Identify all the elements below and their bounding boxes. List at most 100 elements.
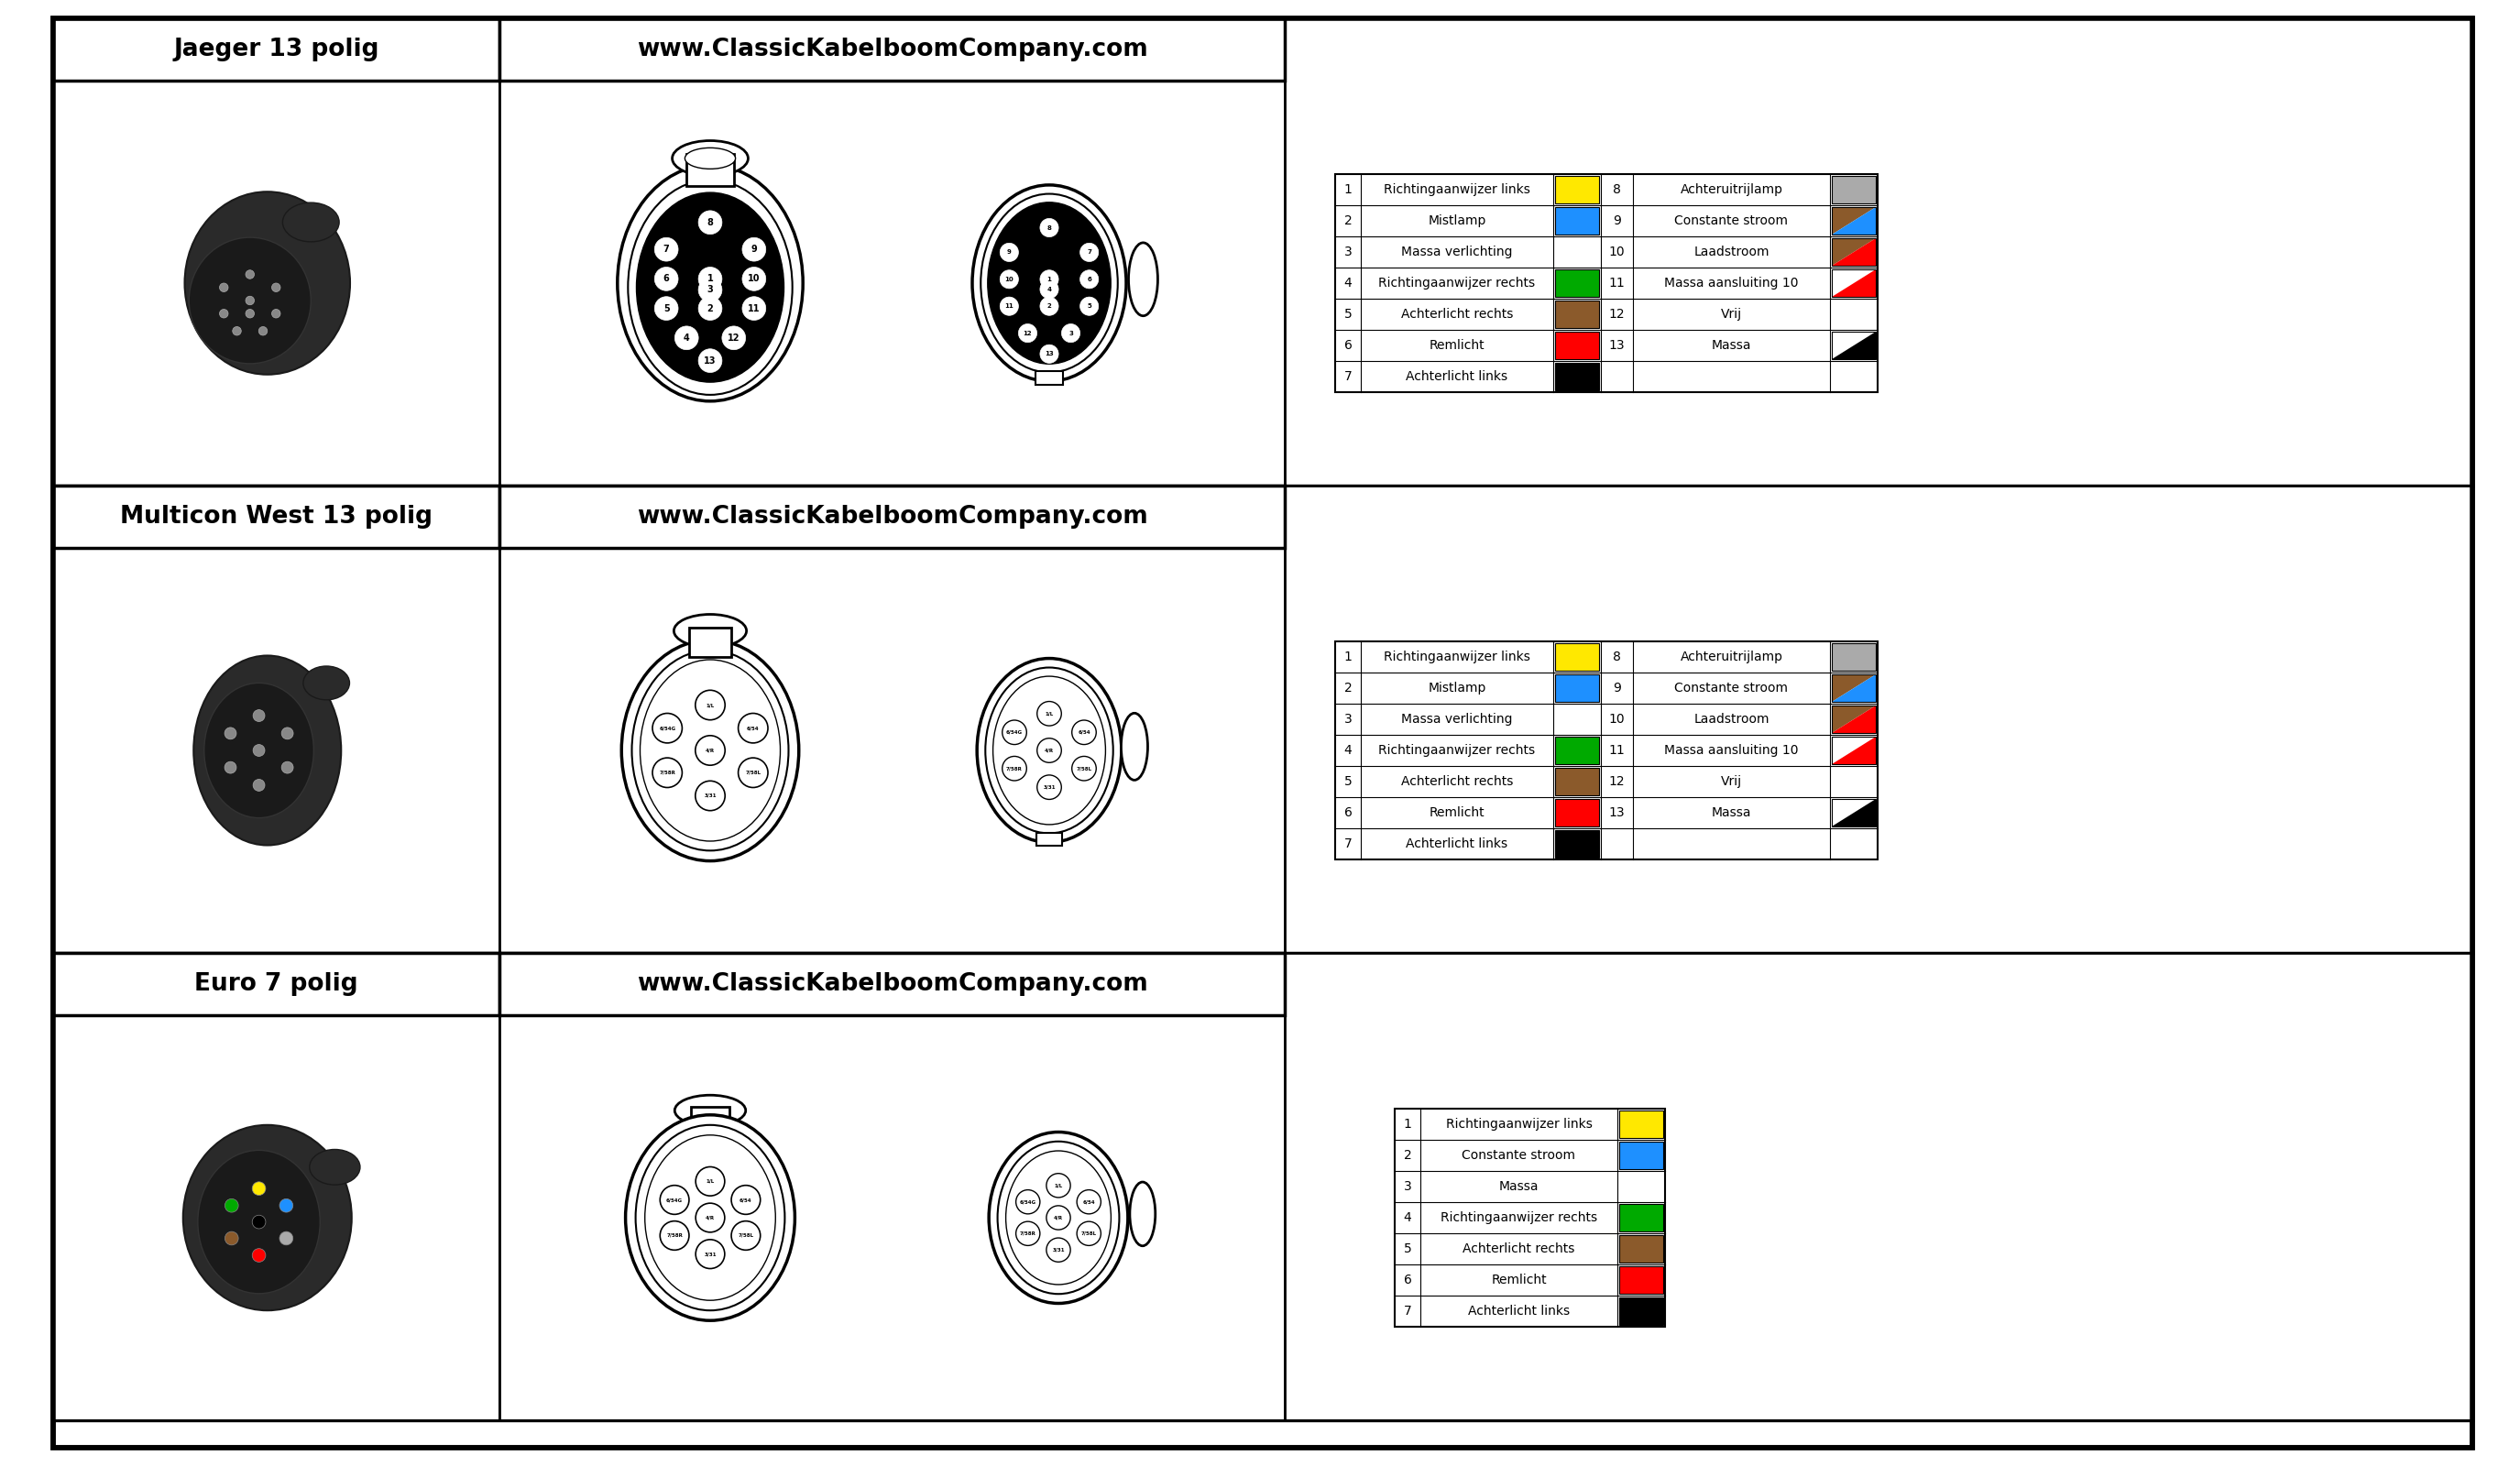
Text: 10: 10 bbox=[748, 275, 761, 284]
Text: 2: 2 bbox=[1046, 303, 1051, 309]
Text: 2: 2 bbox=[1343, 682, 1351, 694]
Circle shape bbox=[698, 297, 723, 321]
Ellipse shape bbox=[282, 202, 340, 242]
Text: Multicon West 13 polig: Multicon West 13 polig bbox=[121, 505, 433, 529]
Circle shape bbox=[219, 284, 229, 292]
Text: 1: 1 bbox=[1404, 1118, 1411, 1131]
Bar bbox=[53, 548, 499, 953]
Bar bbox=[1036, 833, 1061, 845]
Polygon shape bbox=[1832, 737, 1875, 764]
Text: 13: 13 bbox=[1046, 352, 1053, 356]
Circle shape bbox=[723, 326, 746, 350]
Text: 6/54: 6/54 bbox=[746, 725, 759, 731]
Circle shape bbox=[1041, 344, 1058, 363]
Bar bbox=[688, 628, 731, 657]
Circle shape bbox=[1046, 1173, 1071, 1198]
Ellipse shape bbox=[184, 192, 350, 375]
Text: Richtingaanwijzer rechts: Richtingaanwijzer rechts bbox=[1378, 276, 1535, 289]
Text: Richtingaanwijzer rechts: Richtingaanwijzer rechts bbox=[1441, 1211, 1598, 1224]
Ellipse shape bbox=[1129, 1182, 1154, 1247]
Text: Constante stroom: Constante stroom bbox=[1462, 1149, 1575, 1162]
Circle shape bbox=[696, 690, 726, 719]
Text: Richtingaanwijzer links: Richtingaanwijzer links bbox=[1383, 183, 1530, 196]
Bar bbox=[499, 486, 1285, 548]
Bar bbox=[685, 154, 733, 186]
Text: 12: 12 bbox=[728, 334, 741, 343]
Ellipse shape bbox=[980, 193, 1119, 372]
Text: 4: 4 bbox=[1343, 744, 1351, 756]
Text: 13: 13 bbox=[1608, 340, 1625, 352]
Ellipse shape bbox=[673, 614, 746, 647]
Text: 4/R: 4/R bbox=[1046, 749, 1053, 753]
Text: 3/31: 3/31 bbox=[703, 793, 716, 798]
Text: Achteruitrijlamp: Achteruitrijlamp bbox=[1681, 183, 1782, 196]
Bar bbox=[499, 548, 1285, 953]
Polygon shape bbox=[1832, 207, 1875, 235]
Circle shape bbox=[698, 211, 723, 235]
Circle shape bbox=[1071, 721, 1096, 744]
Ellipse shape bbox=[675, 1094, 746, 1125]
Text: www.ClassicKabelboomCompany.com: www.ClassicKabelboomCompany.com bbox=[638, 505, 1147, 529]
Circle shape bbox=[1076, 1190, 1101, 1214]
Ellipse shape bbox=[1121, 713, 1147, 780]
Text: 6/54G: 6/54G bbox=[660, 725, 675, 731]
Text: 4: 4 bbox=[1343, 276, 1351, 289]
Bar bbox=[53, 18, 2472, 486]
Text: 1: 1 bbox=[708, 275, 713, 284]
Circle shape bbox=[224, 1199, 239, 1213]
Bar bbox=[1036, 371, 1063, 384]
Text: 12: 12 bbox=[1608, 307, 1625, 321]
Circle shape bbox=[731, 1186, 761, 1214]
Circle shape bbox=[1041, 219, 1058, 236]
Circle shape bbox=[1038, 775, 1061, 799]
Text: 5: 5 bbox=[1086, 303, 1091, 309]
Text: 4: 4 bbox=[1046, 287, 1051, 292]
Circle shape bbox=[653, 713, 683, 743]
Text: 3/31: 3/31 bbox=[1043, 784, 1056, 790]
Polygon shape bbox=[1832, 332, 1875, 359]
Bar bbox=[53, 953, 499, 1015]
Text: 6/54G: 6/54G bbox=[665, 1198, 683, 1202]
Text: 7: 7 bbox=[1404, 1304, 1411, 1317]
Text: 13: 13 bbox=[1608, 806, 1625, 820]
Circle shape bbox=[244, 297, 255, 304]
Polygon shape bbox=[1832, 799, 1875, 827]
Circle shape bbox=[1081, 244, 1099, 261]
Polygon shape bbox=[1832, 332, 1875, 359]
Polygon shape bbox=[1832, 737, 1875, 764]
Text: 6: 6 bbox=[663, 275, 670, 284]
Circle shape bbox=[655, 267, 678, 291]
Bar bbox=[690, 1108, 728, 1134]
Circle shape bbox=[272, 284, 280, 292]
Ellipse shape bbox=[625, 1115, 794, 1320]
Circle shape bbox=[282, 762, 292, 774]
Polygon shape bbox=[1832, 238, 1875, 266]
Bar bbox=[1832, 706, 1875, 733]
Circle shape bbox=[660, 1221, 688, 1250]
Bar bbox=[1832, 269, 1875, 297]
Text: 11: 11 bbox=[1608, 744, 1625, 756]
Text: Mistlamp: Mistlamp bbox=[1429, 682, 1487, 694]
Ellipse shape bbox=[189, 238, 310, 363]
Bar bbox=[1555, 675, 1600, 702]
Text: Massa: Massa bbox=[1499, 1180, 1540, 1193]
Bar bbox=[1832, 176, 1875, 204]
Ellipse shape bbox=[988, 202, 1111, 363]
Circle shape bbox=[1046, 1205, 1071, 1230]
Text: 3: 3 bbox=[1343, 245, 1351, 258]
Text: Achteruitrijlamp: Achteruitrijlamp bbox=[1681, 650, 1782, 663]
Text: 1/L: 1/L bbox=[1046, 712, 1053, 716]
Circle shape bbox=[1046, 1238, 1071, 1261]
Ellipse shape bbox=[302, 666, 350, 700]
Text: Remlicht: Remlicht bbox=[1429, 340, 1484, 352]
Text: 7/58L: 7/58L bbox=[1076, 767, 1091, 771]
Bar bbox=[1620, 1297, 1663, 1325]
Bar bbox=[1285, 486, 2472, 953]
Bar bbox=[1620, 1204, 1663, 1232]
Text: 9: 9 bbox=[1008, 250, 1011, 256]
Ellipse shape bbox=[635, 1125, 784, 1310]
Text: 7/58R: 7/58R bbox=[1021, 1232, 1036, 1236]
Circle shape bbox=[696, 736, 726, 765]
Text: 7: 7 bbox=[1343, 371, 1351, 383]
Text: 12: 12 bbox=[1608, 775, 1625, 787]
